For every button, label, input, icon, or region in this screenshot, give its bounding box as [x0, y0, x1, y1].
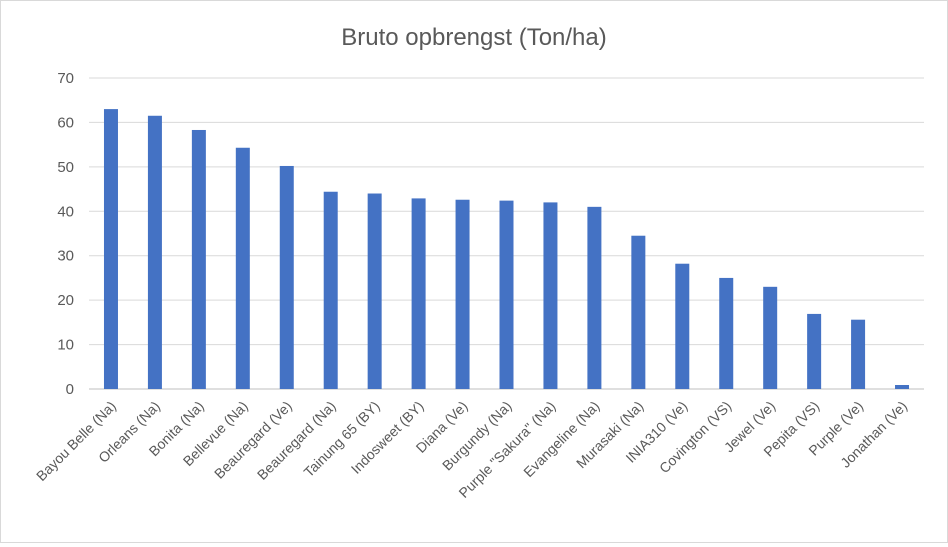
x-tick-label: Beauregard (Na): [254, 398, 339, 483]
bar: [323, 191, 338, 389]
bar: [763, 286, 778, 389]
x-tick-label: Bayou Belle (Na): [33, 398, 119, 484]
y-tick-label: 40: [57, 203, 74, 220]
bar: [543, 202, 558, 389]
y-tick-label: 30: [57, 248, 74, 265]
bar: [675, 263, 690, 389]
bar: [587, 206, 602, 389]
bar: [499, 200, 514, 389]
chart-title: Bruto opbrengst (Ton/ha): [341, 24, 607, 51]
bar: [807, 313, 822, 389]
bar: [367, 193, 382, 389]
x-tick-label: Beauregard (Ve): [211, 398, 295, 482]
bar: [235, 147, 250, 389]
x-axis-ticks: Bayou Belle (Na)Orleans (Na)Bonita (Na)B…: [33, 398, 910, 501]
bar: [719, 277, 734, 389]
y-tick-label: 10: [57, 337, 74, 354]
y-axis-ticks: 0 10 20 30 40 50 60 70: [57, 70, 74, 398]
y-tick-label: 0: [66, 381, 74, 398]
bar: [631, 235, 646, 389]
y-tick-label: 70: [57, 70, 74, 87]
x-tick-label: Evangeline (Na): [520, 398, 602, 480]
y-tick-label: 60: [57, 114, 74, 131]
bar: [895, 385, 910, 389]
x-tick-label: Tainung 65 (BY): [300, 398, 382, 480]
bars: [103, 109, 910, 389]
bar: [455, 199, 470, 389]
bar: [279, 165, 294, 389]
bar: [851, 319, 866, 389]
y-tick-label: 20: [57, 292, 74, 309]
bar: [411, 198, 426, 389]
bar: [191, 129, 206, 389]
y-tick-label: 50: [57, 159, 74, 176]
bar: [103, 109, 118, 389]
bar: [147, 115, 162, 389]
